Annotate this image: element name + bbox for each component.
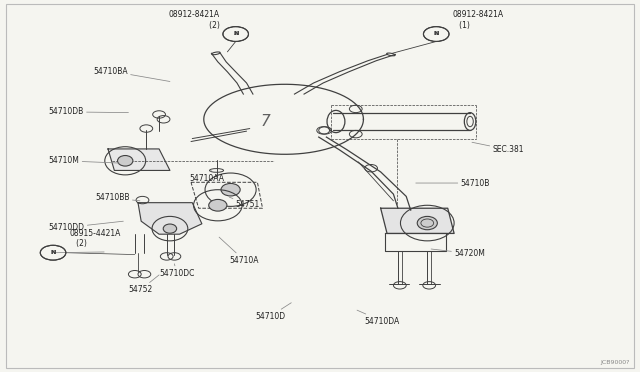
Ellipse shape [417, 217, 437, 230]
Ellipse shape [221, 183, 240, 196]
Text: 54710DB: 54710DB [49, 108, 129, 116]
Text: 54710DC: 54710DC [159, 264, 195, 278]
Text: 54720M: 54720M [431, 249, 485, 258]
Text: 7: 7 [261, 113, 271, 129]
Text: N: N [433, 31, 439, 36]
Text: 54710M: 54710M [49, 156, 119, 165]
Text: 08912-8421A
   (1): 08912-8421A (1) [452, 10, 503, 30]
Ellipse shape [118, 155, 133, 166]
Ellipse shape [209, 199, 227, 211]
Text: N: N [233, 31, 238, 36]
Text: 54710DA: 54710DA [357, 310, 400, 326]
Polygon shape [108, 149, 170, 170]
Ellipse shape [421, 219, 434, 227]
Text: 54710AA: 54710AA [189, 170, 224, 183]
Text: N: N [51, 250, 56, 255]
Polygon shape [138, 203, 202, 234]
Text: 08915-4421A
   (2): 08915-4421A (2) [69, 229, 120, 248]
Text: JCB9000?: JCB9000? [600, 360, 630, 365]
Text: N: N [51, 250, 56, 255]
Text: 08912-8421A
   (2): 08912-8421A (2) [168, 10, 220, 30]
Text: N: N [233, 31, 238, 36]
Text: 54752: 54752 [129, 275, 159, 294]
Polygon shape [381, 208, 454, 234]
Text: 54751: 54751 [229, 197, 260, 209]
Text: SEC.381: SEC.381 [472, 142, 524, 154]
Text: 54710B: 54710B [416, 179, 490, 187]
Text: 54710DD: 54710DD [49, 221, 124, 232]
Text: 54710A: 54710A [219, 237, 259, 264]
Text: 54710BA: 54710BA [93, 67, 170, 81]
Text: 54710BB: 54710BB [95, 193, 140, 202]
Text: N: N [433, 31, 439, 36]
Ellipse shape [163, 224, 177, 233]
Text: 54710D: 54710D [255, 303, 291, 321]
